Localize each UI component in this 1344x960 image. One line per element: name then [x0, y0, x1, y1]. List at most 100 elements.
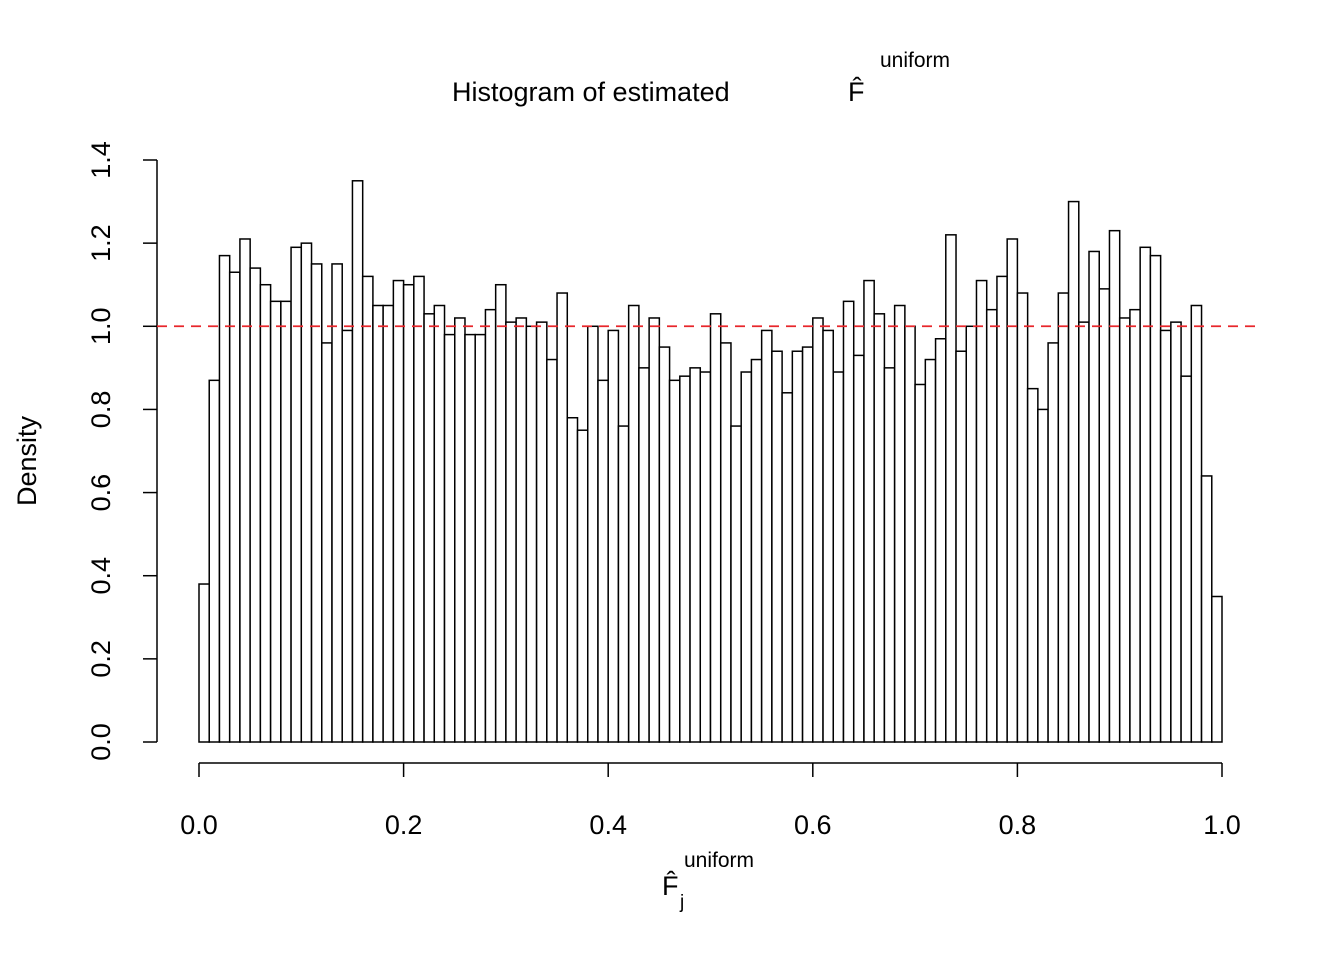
bar [535, 321, 548, 743]
bar [402, 283, 415, 743]
bar [505, 321, 517, 743]
bar [239, 238, 251, 743]
bar [1026, 387, 1039, 743]
bar [965, 325, 978, 743]
bar [852, 354, 865, 743]
bar [1088, 250, 1100, 743]
bar [812, 317, 824, 743]
y-tick-label: 1.4 [86, 141, 116, 179]
bar [709, 313, 722, 743]
y-tick-label: 1.2 [86, 224, 116, 262]
bar [586, 325, 599, 743]
y-label: Density [12, 415, 42, 506]
bar [280, 300, 292, 743]
bar [443, 333, 456, 743]
chart-title: Histogram of estimated [452, 77, 730, 107]
bar [914, 383, 927, 743]
y-tick-label: 0.8 [86, 391, 116, 429]
y-tick-label: 0.4 [86, 557, 116, 595]
bar [638, 367, 650, 743]
bar [1190, 304, 1203, 743]
bar [372, 304, 384, 743]
bar [331, 263, 343, 743]
bar [771, 350, 783, 743]
bar [198, 583, 210, 743]
x-label-superscript: uniform [684, 849, 754, 872]
bar [883, 367, 896, 743]
bar [1108, 229, 1121, 743]
bar [781, 392, 794, 743]
bar [699, 371, 712, 743]
bar [464, 333, 476, 743]
bar [1057, 292, 1070, 743]
bar [392, 279, 405, 743]
bar [750, 358, 763, 743]
bar [1149, 254, 1162, 743]
bar [679, 375, 691, 743]
bar [945, 234, 957, 743]
bar [719, 342, 732, 743]
bar [832, 371, 845, 743]
bar [740, 371, 753, 743]
bar [597, 379, 609, 743]
bar [668, 379, 681, 743]
bar [494, 283, 507, 743]
bar [576, 429, 589, 743]
bar [321, 342, 333, 743]
bar [873, 313, 886, 743]
bar [627, 304, 640, 743]
bar [996, 275, 1008, 743]
bar [218, 254, 231, 743]
bar [208, 379, 221, 743]
bar [269, 300, 282, 743]
bar [1006, 238, 1019, 743]
bar [689, 367, 702, 743]
bar [1118, 317, 1131, 743]
bar [566, 416, 579, 743]
bar [842, 300, 855, 743]
bar [730, 425, 742, 743]
bar [924, 358, 937, 743]
bar [290, 246, 303, 743]
x-tick-label: 0.8 [999, 810, 1037, 840]
bar [1067, 200, 1080, 743]
bar [1098, 288, 1111, 743]
bar [801, 346, 814, 743]
x-tick-label: 0.2 [385, 810, 423, 840]
bar [863, 279, 875, 743]
bar [228, 271, 241, 743]
bar [300, 242, 313, 743]
bar [822, 329, 835, 743]
y-tick-label: 0.6 [86, 474, 116, 512]
bar [249, 267, 262, 743]
bar [259, 283, 272, 743]
title-symbol: F̂ [848, 77, 865, 107]
bar [985, 308, 998, 743]
bar [658, 346, 671, 743]
bar [546, 358, 558, 743]
bar [1016, 292, 1029, 743]
bar [1211, 595, 1223, 743]
bar [791, 350, 804, 743]
bar [1139, 246, 1152, 743]
bar [1129, 308, 1141, 743]
bar [341, 329, 354, 743]
bar [556, 292, 569, 743]
bar [893, 304, 906, 743]
title-superscript: uniform [880, 49, 950, 72]
bar [433, 304, 446, 743]
bar [1170, 321, 1182, 743]
y-tick-label: 0.0 [86, 723, 116, 761]
bar [423, 313, 436, 743]
y-tick-label: 1.0 [86, 308, 116, 346]
bar [525, 325, 538, 743]
bar [760, 329, 773, 743]
bar [382, 304, 395, 743]
x-tick-label: 0.0 [180, 810, 218, 840]
x-label-symbol: F̂ [662, 871, 679, 901]
bar [1200, 475, 1213, 743]
x-label-subscript: j [679, 892, 684, 913]
bar [607, 329, 620, 743]
x-tick-label: 0.6 [794, 810, 832, 840]
